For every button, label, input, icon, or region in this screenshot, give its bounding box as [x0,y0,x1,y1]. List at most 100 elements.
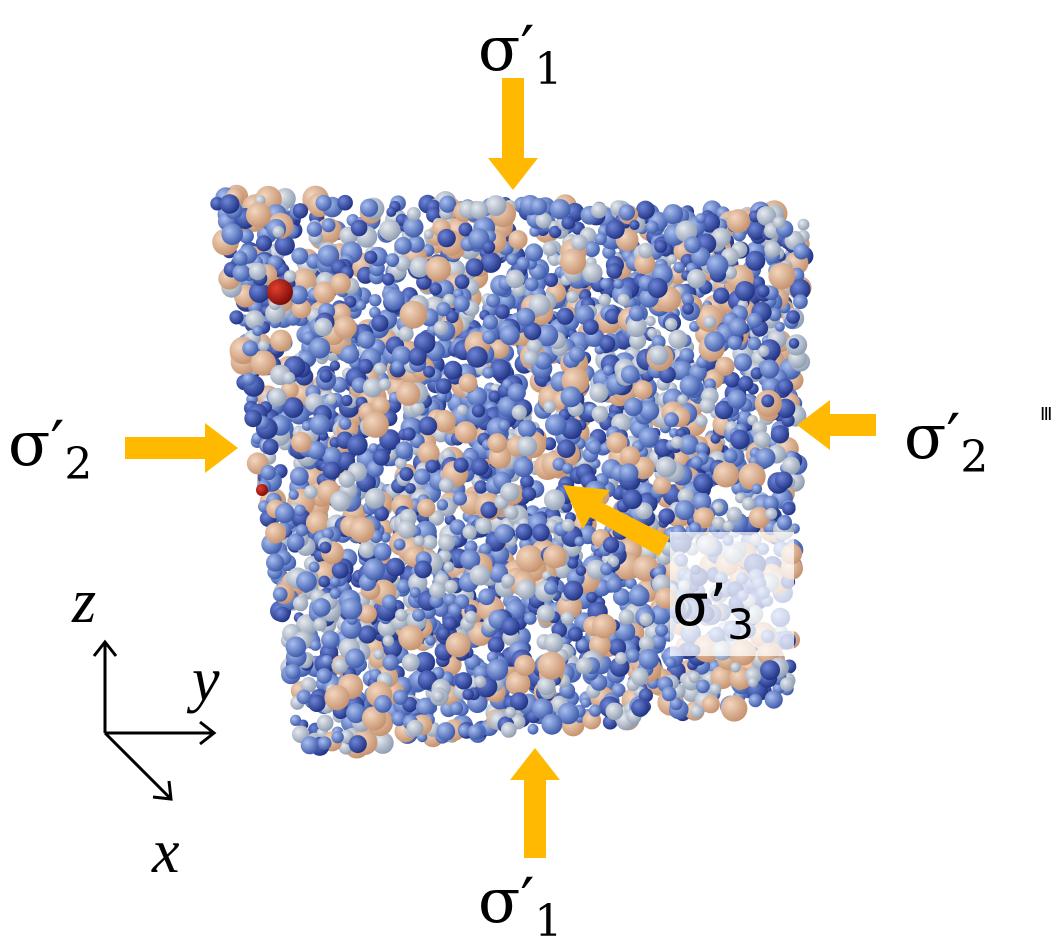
particle [524,612,537,625]
particle [656,456,677,477]
particle [704,331,725,352]
particle [393,690,408,705]
particle [506,270,525,289]
particle [486,195,507,216]
particle [517,257,530,270]
particle [455,672,472,689]
particle [487,659,509,681]
particle [745,251,765,271]
particle [768,263,795,290]
particle [713,288,729,304]
particle [598,294,611,307]
particle [586,592,597,603]
particle [454,458,469,473]
particle [382,273,395,286]
particle [771,425,789,443]
particle [563,581,583,601]
particle [646,221,659,234]
y-label: y [186,646,220,714]
particle [786,310,800,324]
particle [316,668,332,684]
particle [330,588,341,599]
particle [747,313,762,328]
particle [664,412,679,427]
particle [373,449,390,466]
arrow-left [125,423,238,473]
particle [606,220,625,239]
particle [270,330,292,352]
particle [351,220,368,237]
particle [275,607,291,623]
particle [363,378,383,398]
particle [436,302,450,316]
particle [696,680,710,694]
particle [631,668,649,686]
particle [495,304,510,319]
particle [675,500,695,520]
particle [386,207,396,217]
arrow-right [797,400,876,450]
particle [229,310,243,324]
particle [386,558,405,577]
particle [566,291,578,303]
particle [544,489,565,510]
particle [425,256,451,282]
particle [721,695,747,721]
particle [682,303,694,315]
particle [286,637,307,658]
particle [665,657,676,668]
particle [655,624,668,637]
particle [690,705,704,719]
particle [425,460,438,473]
particle [506,253,518,265]
particle [256,235,272,251]
particle [347,435,368,456]
particle [332,562,349,579]
particle [290,467,309,486]
particle [291,432,312,453]
particle [330,273,351,294]
particle [562,519,575,532]
particle [706,254,728,276]
particle [289,490,299,500]
particle [663,204,683,224]
particle [322,218,336,232]
particle [356,300,366,310]
particle [304,485,318,499]
particle [544,581,558,595]
particle [417,499,435,517]
particle [317,715,334,732]
particle [516,580,536,600]
particle [363,558,385,580]
particle [576,565,587,576]
particle [648,278,668,298]
particle [382,654,398,670]
particle [537,605,555,623]
particle [735,281,755,301]
particle [777,379,793,395]
particle [501,617,519,635]
particle [571,235,587,251]
particle [462,525,476,539]
particle [457,405,468,416]
particle [603,365,614,376]
particle [600,278,612,290]
particle [285,664,300,679]
particle [748,677,758,687]
particle [293,203,308,218]
particle [695,415,707,427]
particle [561,611,574,624]
particle [323,462,341,480]
particle [600,563,612,575]
particle [424,229,434,239]
particle [530,198,547,215]
particle [749,694,763,708]
particle [357,331,375,349]
particle [793,243,809,259]
particle [318,576,330,588]
particle [358,359,373,374]
particle [760,360,779,379]
particle [345,648,365,668]
particle [588,440,602,454]
right-mark: Ⅲ [1040,404,1052,425]
